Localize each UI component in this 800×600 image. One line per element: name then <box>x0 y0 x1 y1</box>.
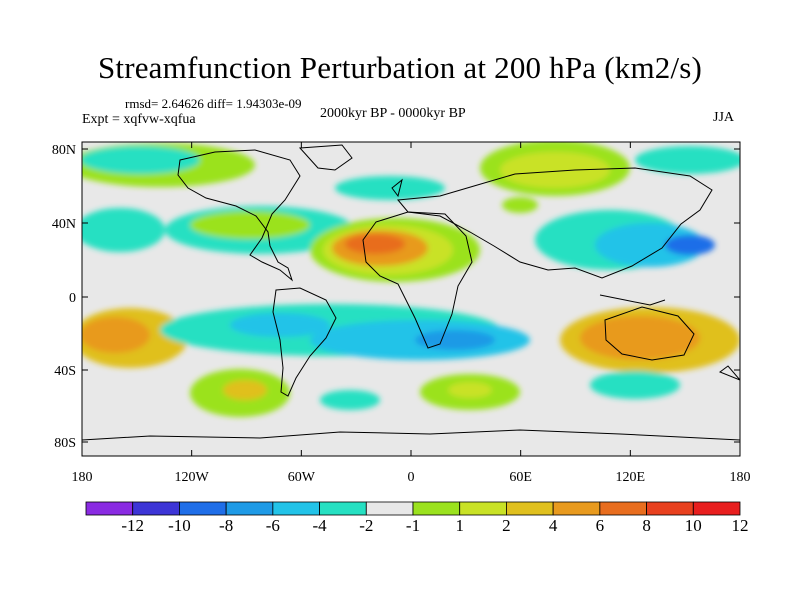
lon-label-120E: 120E <box>616 470 646 485</box>
coast-eurasia <box>397 167 713 279</box>
positive-anomaly-southeast-pacific-core <box>223 380 267 400</box>
negative-anomaly-south-america <box>230 313 330 337</box>
colorbar-label: 6 <box>595 516 605 535</box>
negative-anomaly-south-atlantic-high <box>320 390 380 410</box>
colorbar-label: -2 <box>359 516 374 535</box>
coast-indonesia <box>599 294 666 306</box>
colorbar-swatch <box>179 501 227 516</box>
colorbar-swatch <box>319 501 367 516</box>
positive-anomaly-australia <box>580 316 700 360</box>
colorbar-swatch <box>272 501 320 516</box>
colorbar-swatch <box>85 501 134 516</box>
season-label: JJA <box>713 110 735 125</box>
colorbar-label: 1 <box>455 516 464 535</box>
lat-label-40N: 40N <box>52 217 76 232</box>
map-title: Streamfunction Perturbation at 200 hPa (… <box>97 50 703 85</box>
lat-label-40S: 40S <box>54 364 76 379</box>
experiment-label: Expt = xqfvw-xqfua <box>82 112 196 127</box>
positive-anomaly-central-asia <box>502 197 538 213</box>
lon-label-0: 0 <box>408 470 415 485</box>
positive-anomaly-sahara-core <box>345 234 405 254</box>
colorbar-swatch <box>599 501 647 516</box>
colorbar-swatch <box>412 501 461 516</box>
coast-australia <box>604 306 695 361</box>
coast-new-zealand <box>718 365 740 381</box>
colorbar <box>85 501 741 516</box>
lat-label-80N: 80N <box>52 143 76 158</box>
colorbar-label: -4 <box>312 516 327 535</box>
colorbar-label: -8 <box>219 516 234 535</box>
colorbar-label: 8 <box>642 516 651 535</box>
coast-north-america <box>177 149 301 282</box>
coastlines <box>82 144 740 441</box>
negative-anomaly-siberia <box>635 146 740 174</box>
colorbar-swatch <box>692 501 741 516</box>
period-label: 2000kyr BP - 0000kyr BP <box>320 106 466 121</box>
colorbar-label: 2 <box>502 516 511 535</box>
contour-field <box>82 142 740 456</box>
negative-anomaly-japan <box>665 235 715 255</box>
colorbar-swatch <box>646 501 694 516</box>
negative-anomaly-pacific-40n <box>82 208 165 252</box>
colorbar-swatch <box>506 501 554 516</box>
negative-anomaly-arctic-west <box>82 146 200 174</box>
negative-anomaly-east-asia-mid <box>595 223 705 267</box>
axis-ticks: 80N 40N 0 40S 80S 180 120W 60W 0 60E 120E 180 <box>52 142 751 485</box>
lat-label-80S: 80S <box>54 436 76 451</box>
lon-label-180: 180 <box>72 470 93 485</box>
lon-label-120W: 120W <box>175 470 210 485</box>
coast-africa <box>362 211 473 349</box>
negative-anomaly-north-atlantic <box>335 176 445 200</box>
coast-british-isles <box>391 178 403 198</box>
colorbar-label: -12 <box>121 516 145 535</box>
lat-label-0: 0 <box>69 291 76 306</box>
stats-line: rmsd= 2.64626 diff= 1.94303e-09 <box>125 96 302 111</box>
colorbar-swatch <box>132 501 180 516</box>
coast-south-america <box>272 287 337 397</box>
colorbar-swatch <box>552 501 601 516</box>
positive-anomaly-south-pacific-core <box>82 317 150 353</box>
colorbar-label: -6 <box>265 516 280 535</box>
positive-anomaly-eurasia-core <box>500 152 610 188</box>
positive-anomaly-south-indian-core <box>448 382 492 398</box>
coast-greenland <box>298 144 353 171</box>
colorbar-swatch <box>459 501 507 516</box>
lon-label-60W: 60W <box>288 470 316 485</box>
colorbar-swatch <box>225 501 274 516</box>
colorbar-label: -1 <box>405 516 421 535</box>
colorbar-label: 12 <box>731 516 749 535</box>
lon-label-60E: 60E <box>509 470 532 485</box>
lon-label-180: 180 <box>730 470 751 485</box>
colorbar-label: -10 <box>168 516 191 535</box>
coast-antarctica <box>82 429 740 441</box>
colorbar-label: 4 <box>548 516 558 535</box>
colorbar-label: 10 <box>684 516 702 535</box>
colorbar-swatch <box>365 501 414 516</box>
negative-anomaly-southern-ocean-east <box>590 371 680 399</box>
positive-anomaly-usa <box>190 211 310 239</box>
negative-anomaly-south-africa <box>415 330 495 350</box>
